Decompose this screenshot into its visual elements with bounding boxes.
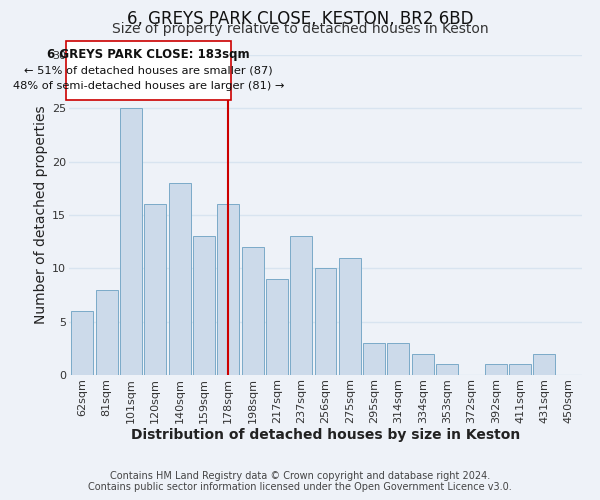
- Bar: [193, 236, 215, 375]
- Bar: [266, 279, 288, 375]
- Bar: [290, 236, 312, 375]
- Bar: [145, 204, 166, 375]
- Bar: [436, 364, 458, 375]
- Bar: [120, 108, 142, 375]
- X-axis label: Distribution of detached houses by size in Keston: Distribution of detached houses by size …: [131, 428, 520, 442]
- Text: 48% of semi-detached houses are larger (81) →: 48% of semi-detached houses are larger (…: [13, 81, 284, 91]
- Text: 6 GREYS PARK CLOSE: 183sqm: 6 GREYS PARK CLOSE: 183sqm: [47, 48, 250, 61]
- Text: ← 51% of detached houses are smaller (87): ← 51% of detached houses are smaller (87…: [25, 65, 273, 75]
- FancyBboxPatch shape: [67, 40, 231, 100]
- Bar: [412, 354, 434, 375]
- Bar: [96, 290, 118, 375]
- Bar: [363, 343, 385, 375]
- Bar: [509, 364, 531, 375]
- Text: Size of property relative to detached houses in Keston: Size of property relative to detached ho…: [112, 22, 488, 36]
- Bar: [169, 183, 191, 375]
- Text: Contains HM Land Registry data © Crown copyright and database right 2024.: Contains HM Land Registry data © Crown c…: [110, 471, 490, 481]
- Bar: [339, 258, 361, 375]
- Bar: [217, 204, 239, 375]
- Bar: [388, 343, 409, 375]
- Bar: [242, 247, 263, 375]
- Bar: [533, 354, 555, 375]
- Text: Contains public sector information licensed under the Open Government Licence v3: Contains public sector information licen…: [88, 482, 512, 492]
- Bar: [314, 268, 337, 375]
- Bar: [485, 364, 506, 375]
- Bar: [71, 311, 94, 375]
- Text: 6, GREYS PARK CLOSE, KESTON, BR2 6BD: 6, GREYS PARK CLOSE, KESTON, BR2 6BD: [127, 10, 473, 28]
- Y-axis label: Number of detached properties: Number of detached properties: [34, 106, 48, 324]
